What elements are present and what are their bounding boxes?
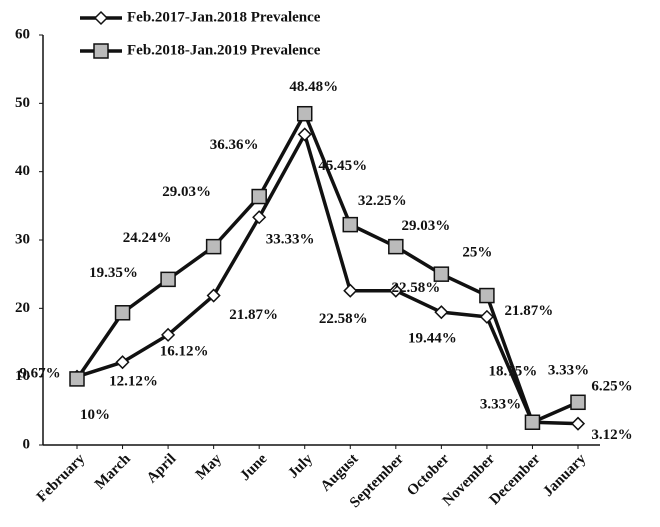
value-label: 19.44% [408, 331, 457, 347]
x-tick-label: July [285, 451, 316, 482]
value-label: 25% [462, 245, 492, 261]
y-tick-label: 50 [15, 95, 30, 111]
diamond-marker [115, 355, 130, 370]
value-label: 29.03% [162, 184, 211, 200]
legend-label: Feb.2017-Jan.2018 Prevalence [127, 9, 321, 25]
square-marker [93, 43, 109, 59]
value-label: 24.24% [123, 230, 172, 246]
x-tick-label: August [318, 451, 362, 495]
value-label: 19.35% [89, 265, 138, 281]
value-label: 32.25% [358, 193, 407, 209]
diamond-marker [343, 283, 358, 298]
diamond-marker [161, 327, 176, 342]
diamond-marker [388, 283, 403, 298]
square-marker [479, 287, 495, 304]
value-label: 29.03% [401, 218, 450, 234]
y-tick-label: 0 [23, 436, 31, 452]
value-label: 12.12% [109, 374, 158, 390]
value-label: 45.45% [318, 158, 367, 174]
value-label: 6.25% [591, 379, 632, 395]
square-marker [160, 271, 176, 288]
square-marker [524, 414, 541, 430]
diamond-marker [93, 10, 109, 26]
square-marker [205, 238, 222, 255]
legend-label: Feb.2018-Jan.2019 Prevalence [127, 42, 321, 58]
value-label: 3.12% [591, 427, 632, 443]
x-tick-label: January [540, 451, 589, 500]
diamond-marker [206, 288, 221, 303]
diamond-marker [434, 305, 449, 320]
y-tick-label: 30 [15, 231, 30, 247]
value-label: 3.33% [548, 363, 589, 379]
diamond-marker [252, 210, 267, 225]
value-label: 33.33% [266, 232, 315, 248]
value-label: 3.33% [480, 397, 521, 413]
value-label: 21.87% [505, 303, 554, 319]
diamond-marker [570, 416, 586, 431]
y-tick-label: 60 [15, 26, 30, 42]
square-marker [570, 394, 586, 411]
series-line [76, 132, 579, 426]
value-label: 36.36% [210, 137, 259, 153]
value-label: 22.58% [319, 311, 368, 327]
square-marker [296, 105, 313, 122]
x-tick-label: February [34, 451, 89, 506]
square-marker [433, 266, 450, 282]
value-label: 48.48% [289, 79, 338, 95]
square-marker [251, 188, 267, 205]
y-tick-label: 20 [15, 300, 30, 316]
x-tick-label: April [144, 451, 179, 486]
x-tick-label: June [237, 451, 270, 484]
y-tick-label: 40 [15, 163, 30, 179]
square-marker [69, 371, 85, 387]
value-label: 21.87% [229, 307, 278, 323]
diamond-marker [479, 309, 494, 324]
diamond-marker [297, 127, 312, 142]
value-label: 22.58% [391, 280, 440, 296]
value-label: 9.67% [19, 365, 60, 381]
square-marker [114, 305, 131, 321]
y-tick-label: 10 [15, 368, 30, 384]
square-marker [342, 216, 359, 233]
value-label: 16.12% [160, 343, 209, 359]
value-label: 10% [80, 407, 110, 423]
square-marker [388, 238, 404, 255]
x-tick-label: May [193, 451, 225, 483]
x-tick-label: March [92, 450, 134, 492]
